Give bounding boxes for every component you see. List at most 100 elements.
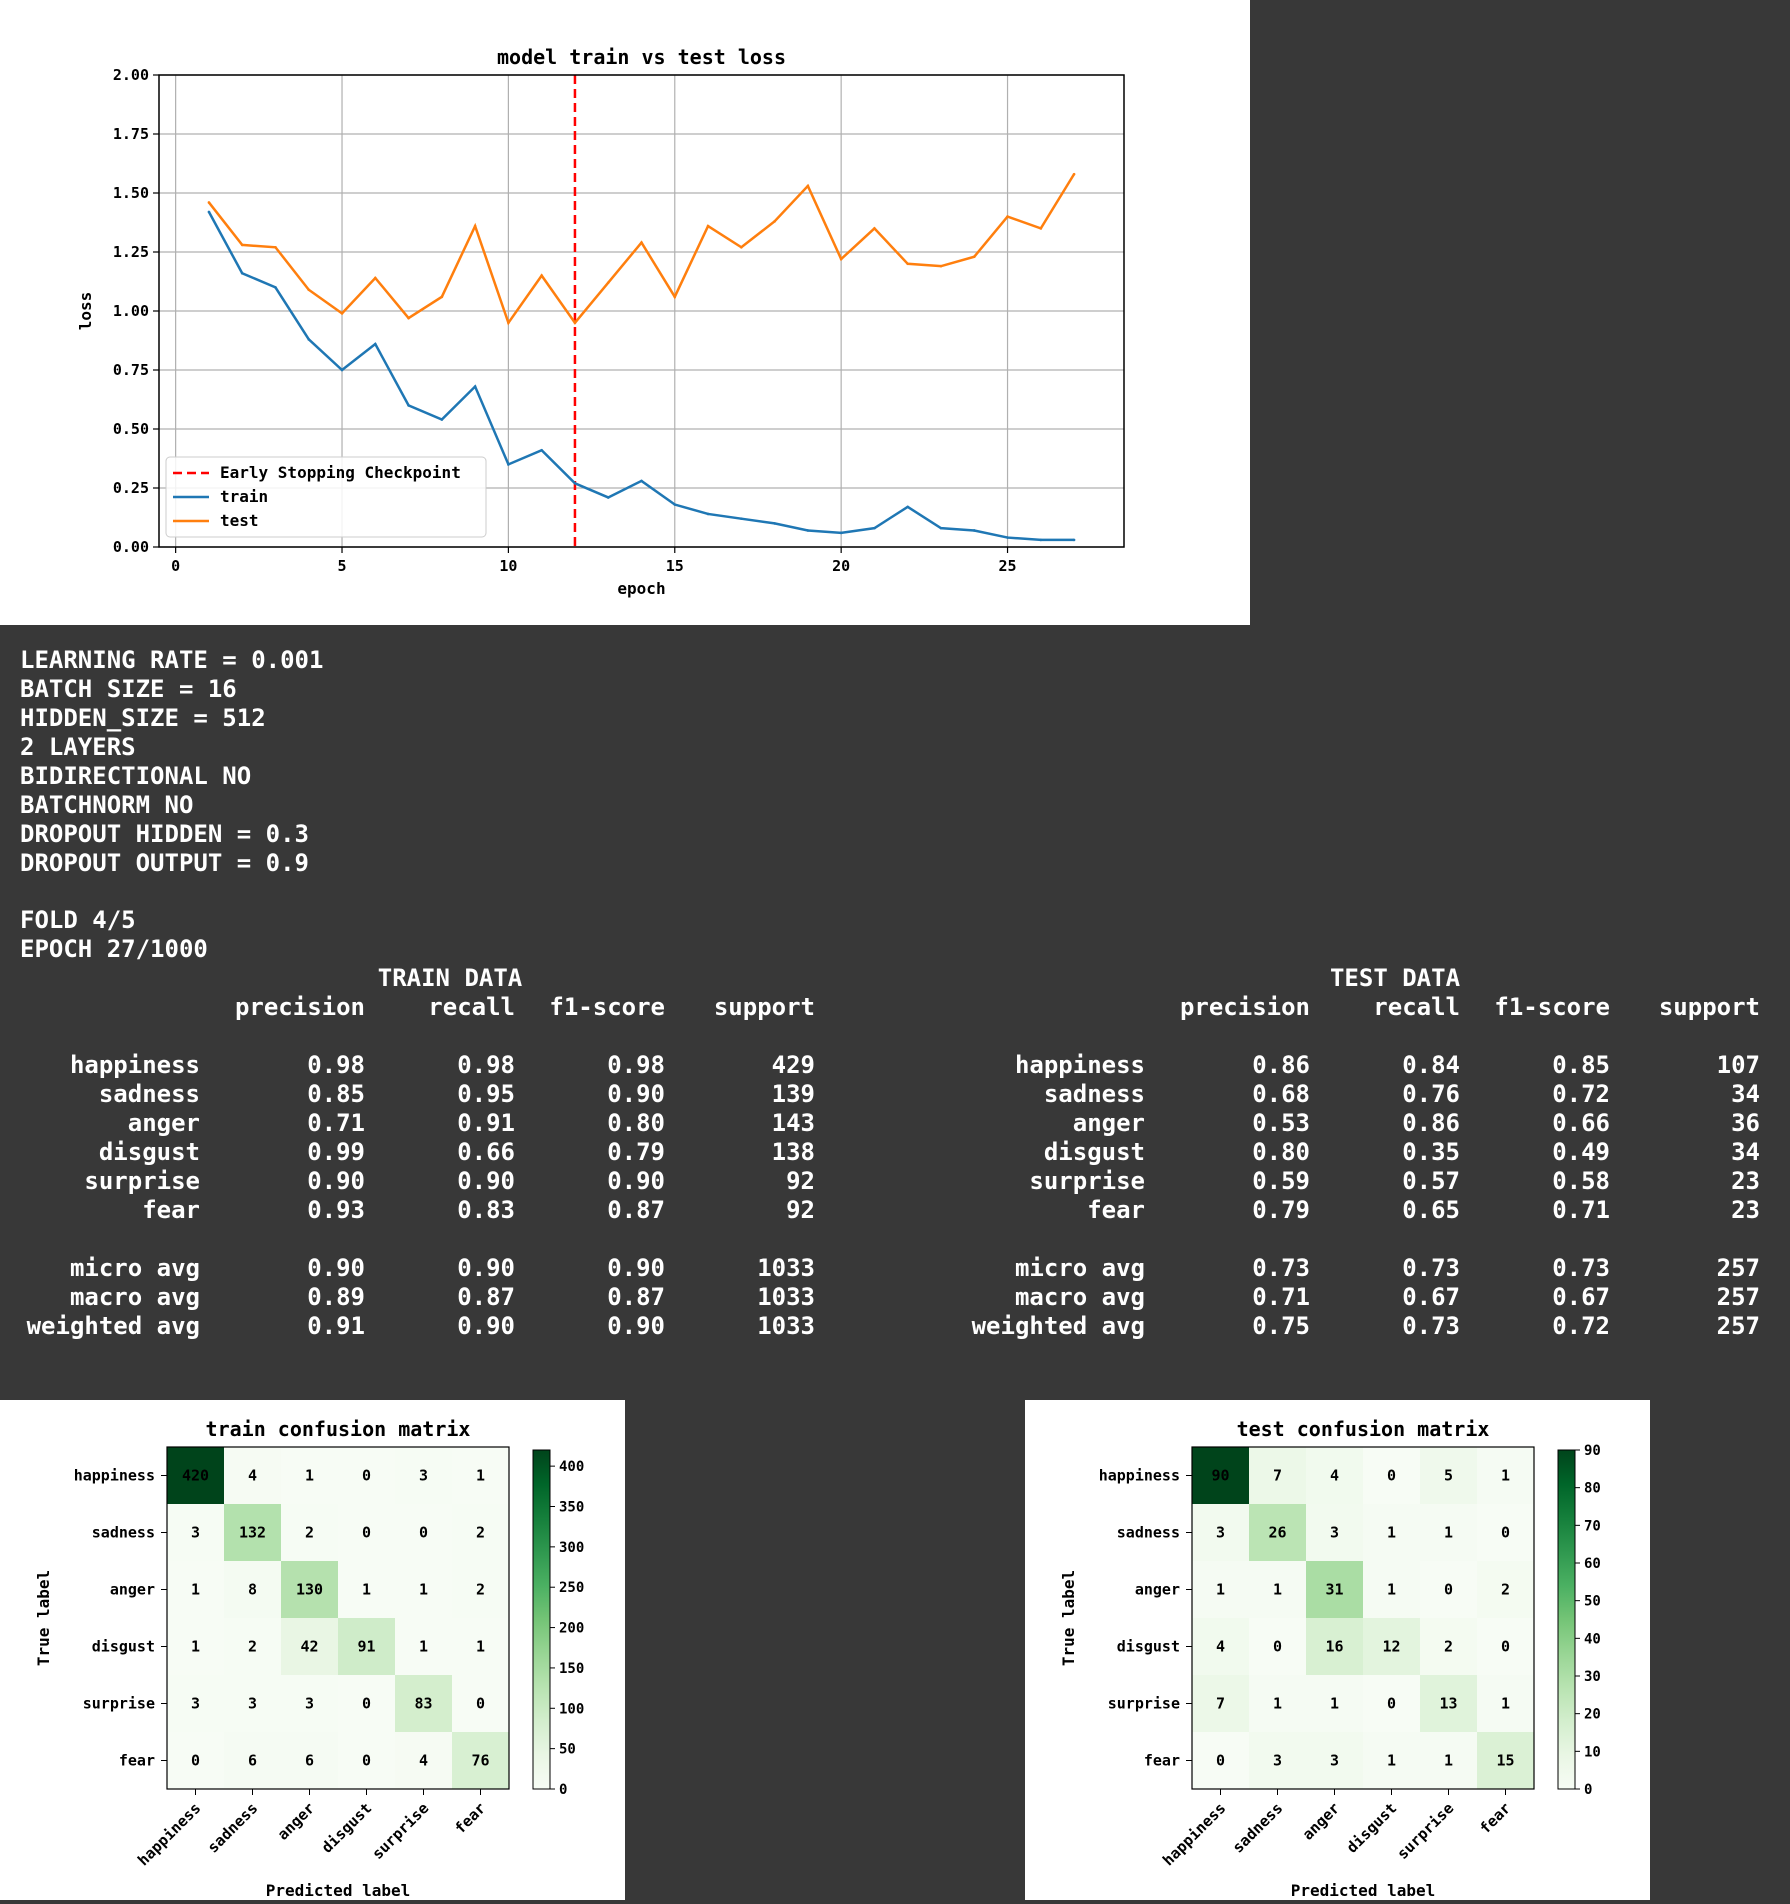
row-label: surprise xyxy=(1029,1167,1145,1195)
row-value: 34 xyxy=(1731,1080,1760,1108)
row-value: 0.99 xyxy=(307,1138,365,1166)
y-tick-label: surprise xyxy=(83,1695,155,1713)
row-label: happiness xyxy=(69,1051,200,1079)
matrix-cell-value: 0 xyxy=(476,1695,485,1713)
data-point-test xyxy=(706,224,710,228)
average-value: 0.87 xyxy=(457,1283,515,1311)
y-tick-label: happiness xyxy=(74,1467,155,1485)
matrix-cell-value: 6 xyxy=(305,1752,314,1770)
matrix-cell xyxy=(395,1675,452,1732)
matrix-cell-value: 6 xyxy=(248,1752,257,1770)
average-value: 257 xyxy=(1716,1283,1760,1311)
matrix-title: train confusion matrix xyxy=(206,1417,471,1441)
data-point-test xyxy=(507,321,510,325)
matrix-cell-value: 1 xyxy=(1216,1581,1225,1599)
row-value: 0.66 xyxy=(1552,1109,1610,1137)
row-value: 0.79 xyxy=(1252,1196,1310,1224)
x-tick-label: anger xyxy=(274,1799,319,1844)
matrix-cell-value: 3 xyxy=(191,1695,200,1713)
data-point-test xyxy=(839,257,843,261)
matrix-cell-value: 1 xyxy=(1387,1752,1396,1770)
matrix-cell-value: 7 xyxy=(1216,1695,1225,1713)
matrix-cell-value: 91 xyxy=(357,1638,375,1656)
row-value: 0.90 xyxy=(607,1080,665,1108)
matrix-cell-value: 76 xyxy=(471,1752,489,1770)
test-confusion-panel: test confusion matrix 90 7 4 0 5 1 3 26 3 1 1 0 1 1 31 1… xyxy=(1025,1400,1650,1900)
matrix-frame xyxy=(166,1446,510,1790)
chart-title: model train vs test loss xyxy=(497,45,786,69)
average-value: 1033 xyxy=(757,1312,815,1340)
matrix-cell-value: 1 xyxy=(1501,1695,1510,1713)
matrix-cell-value: 1 xyxy=(1444,1524,1453,1542)
data-point-train xyxy=(640,479,643,483)
matrix-cell xyxy=(1477,1618,1534,1675)
matrix-cell xyxy=(1192,1504,1249,1561)
data-point-train xyxy=(972,529,976,532)
matrix-cell-value: 1 xyxy=(419,1581,428,1599)
row-value: 0.86 xyxy=(1252,1051,1310,1079)
matrix-cell-value: 4 xyxy=(419,1752,428,1770)
average-value: 0.73 xyxy=(1252,1254,1310,1282)
matrix-cell xyxy=(395,1447,452,1504)
y-tick-label: 0.75 xyxy=(113,361,149,379)
row-label: anger xyxy=(127,1109,200,1137)
matrix-cell-value: 1 xyxy=(305,1467,314,1485)
matrix-cell-value: 15 xyxy=(1496,1752,1514,1770)
row-label: sadness xyxy=(98,1080,200,1108)
y-tick-label: 2.00 xyxy=(113,66,149,84)
x-tick-label: disgust xyxy=(318,1799,375,1856)
y-tick-label: 1.25 xyxy=(113,243,149,261)
y-tick-label: disgust xyxy=(1117,1638,1180,1656)
matrix-cell xyxy=(167,1675,224,1732)
data-point-test xyxy=(373,276,377,280)
matrix-cell-value: 1 xyxy=(191,1581,200,1599)
row-value: 23 xyxy=(1731,1196,1760,1224)
legend-label: test xyxy=(220,511,259,530)
row-value: 143 xyxy=(771,1109,815,1137)
matrix-cell xyxy=(1306,1504,1363,1561)
data-point-test xyxy=(640,241,643,244)
y-tick-label: sadness xyxy=(92,1524,155,1542)
matrix-cell xyxy=(395,1561,452,1618)
matrix-cell xyxy=(338,1675,395,1732)
matrix-cell xyxy=(1192,1675,1249,1732)
data-point-train xyxy=(407,404,410,407)
row-value: 139 xyxy=(771,1080,815,1108)
matrix-cell-value: 5 xyxy=(1444,1467,1453,1485)
data-point-train xyxy=(773,522,776,525)
matrix-cell-value: 3 xyxy=(1216,1524,1225,1542)
colorbar-tick-label: 300 xyxy=(559,1540,584,1556)
matrix-cell xyxy=(452,1732,509,1789)
data-point-train xyxy=(939,526,943,530)
row-label: disgust xyxy=(1043,1138,1145,1166)
legend-label: Early Stopping Checkpoint xyxy=(220,463,461,482)
data-point-test xyxy=(972,255,976,259)
y-tick-label: happiness xyxy=(1099,1467,1180,1485)
config-line: HIDDEN_SIZE = 512 xyxy=(20,704,266,732)
data-point-train xyxy=(873,526,876,530)
colorbar xyxy=(1557,1449,1576,1790)
row-label: fear xyxy=(142,1196,200,1224)
data-point-test xyxy=(573,321,577,325)
matrix-cell-value: 8 xyxy=(248,1581,257,1599)
y-tick-label: 0.25 xyxy=(113,479,149,497)
matrix-cell-value: 12 xyxy=(1382,1638,1400,1656)
matrix-cell-value: 1 xyxy=(1273,1695,1282,1713)
data-point-test xyxy=(407,316,410,320)
matrix-cell-value: 3 xyxy=(305,1695,314,1713)
x-tick-label: 20 xyxy=(832,557,850,575)
matrix-cell-value: 0 xyxy=(362,1752,371,1770)
data-point-test xyxy=(773,220,776,223)
colorbar-tick-label: 40 xyxy=(1584,1631,1601,1647)
colorbar-tick-label: 350 xyxy=(559,1500,584,1516)
matrix-cell-value: 3 xyxy=(248,1695,257,1713)
matrix-cell-value: 420 xyxy=(182,1467,209,1485)
matrix-cell xyxy=(1306,1561,1363,1618)
row-value: 36 xyxy=(1731,1109,1760,1137)
row-value: 0.72 xyxy=(1552,1080,1610,1108)
average-value: 0.75 xyxy=(1252,1312,1310,1340)
matrix-cell xyxy=(1363,1504,1420,1561)
matrix-cell-value: 26 xyxy=(1268,1524,1286,1542)
matrix-cell-value: 1 xyxy=(419,1638,428,1656)
y-axis-label: True label xyxy=(34,1570,53,1666)
